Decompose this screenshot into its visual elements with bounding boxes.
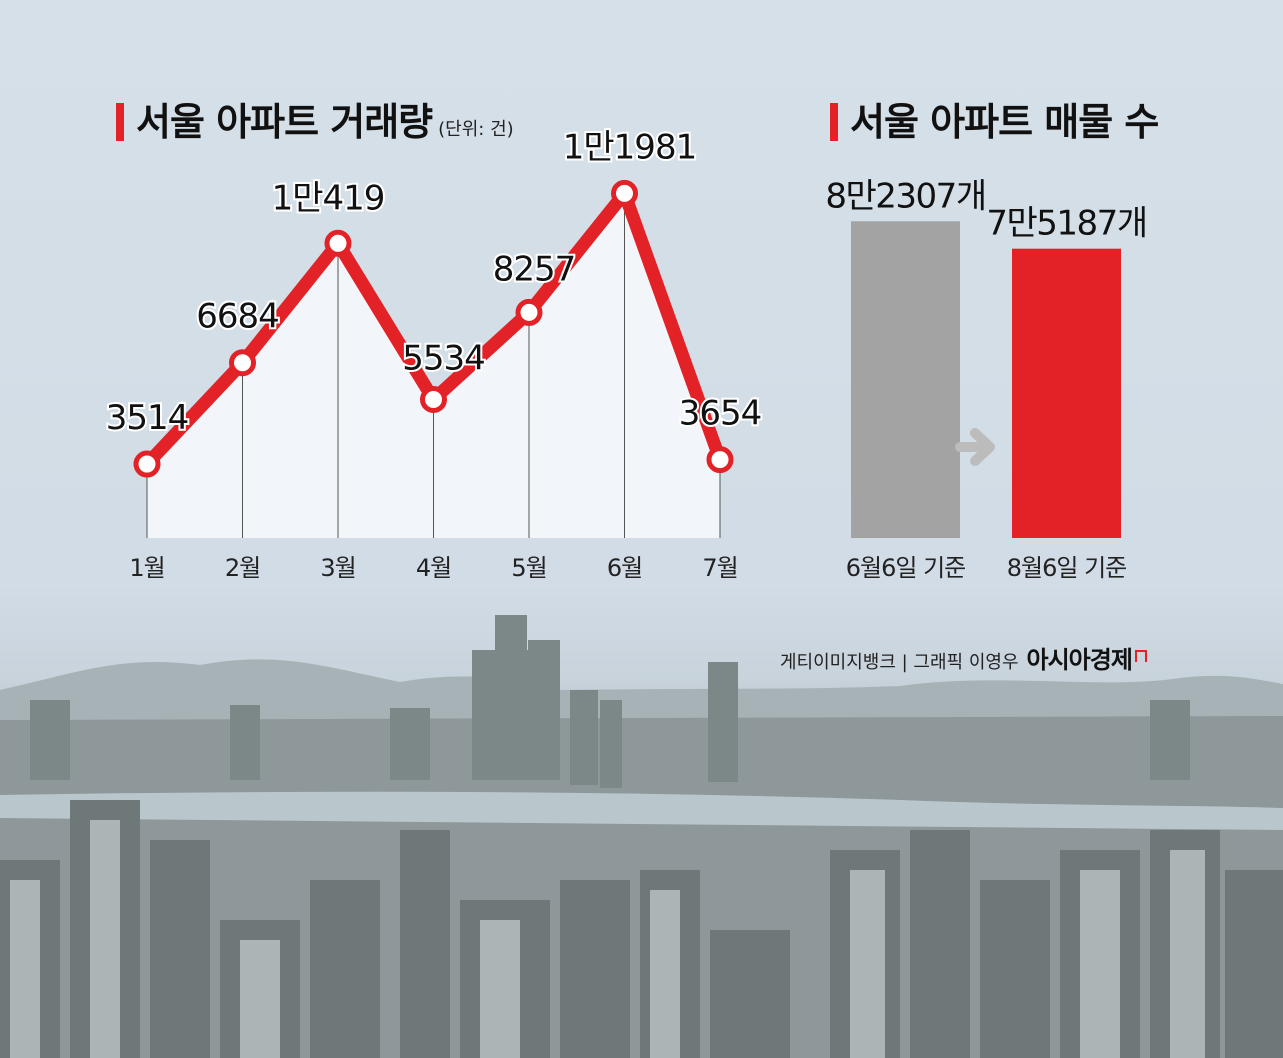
bar-chart-title-text: 서울 아파트 매물 수 [850,100,1159,144]
x-tick-label: 2월 [225,554,260,582]
bar-chart-title: 서울 아파트 매물 수 [830,100,1159,144]
x-tick-label: 5월 [511,554,546,582]
unit-label: (단위: 건) [438,119,514,140]
title-accent-bar [116,103,124,141]
bar [851,221,960,539]
data-label: 6684 [196,297,279,337]
line-chart-title: 서울 아파트 거래량 (단위: 건) [116,100,514,152]
data-point [420,385,447,413]
data-label: 1만419 [272,178,385,218]
bar-category-label: 8월6일 기준 [1007,554,1127,582]
data-point [324,229,352,257]
data-label: 5534 [402,338,485,378]
data-point [229,349,256,377]
data-point [133,450,161,478]
arrow-right-icon [955,428,995,466]
data-label: 8257 [493,249,576,289]
data-point [706,446,734,474]
bar-value-label: 7만5187개 [986,204,1146,244]
bar-category-label: 6월6일 기준 [846,554,966,582]
x-tick-label: 6월 [607,554,642,582]
line-area-fill [147,193,720,538]
data-label: 3654 [679,394,762,434]
x-tick-label: 7월 [702,554,737,582]
brand-logo-text: 아시아경제 [1026,646,1133,674]
title-accent-bar [830,103,838,141]
x-tick-label: 4월 [416,554,451,582]
data-point [515,298,543,326]
data-label: 1만1981 [563,127,696,167]
data-label: 3514 [106,398,189,438]
brand-mark-icon [1134,650,1147,662]
bar-value-label: 8만2307개 [825,176,985,216]
line-chart-title-text: 서울 아파트 거래량 [136,100,433,144]
data-point [611,179,638,207]
x-tick-label: 3월 [320,554,355,582]
credit-line: 게티이미지뱅크 | 그래픽 이영우 아시아경제 [780,640,1147,675]
x-tick-label: 1월 [129,554,164,582]
credit-text: 게티이미지뱅크 | 그래픽 이영우 [780,652,1019,673]
bar [1012,248,1121,538]
